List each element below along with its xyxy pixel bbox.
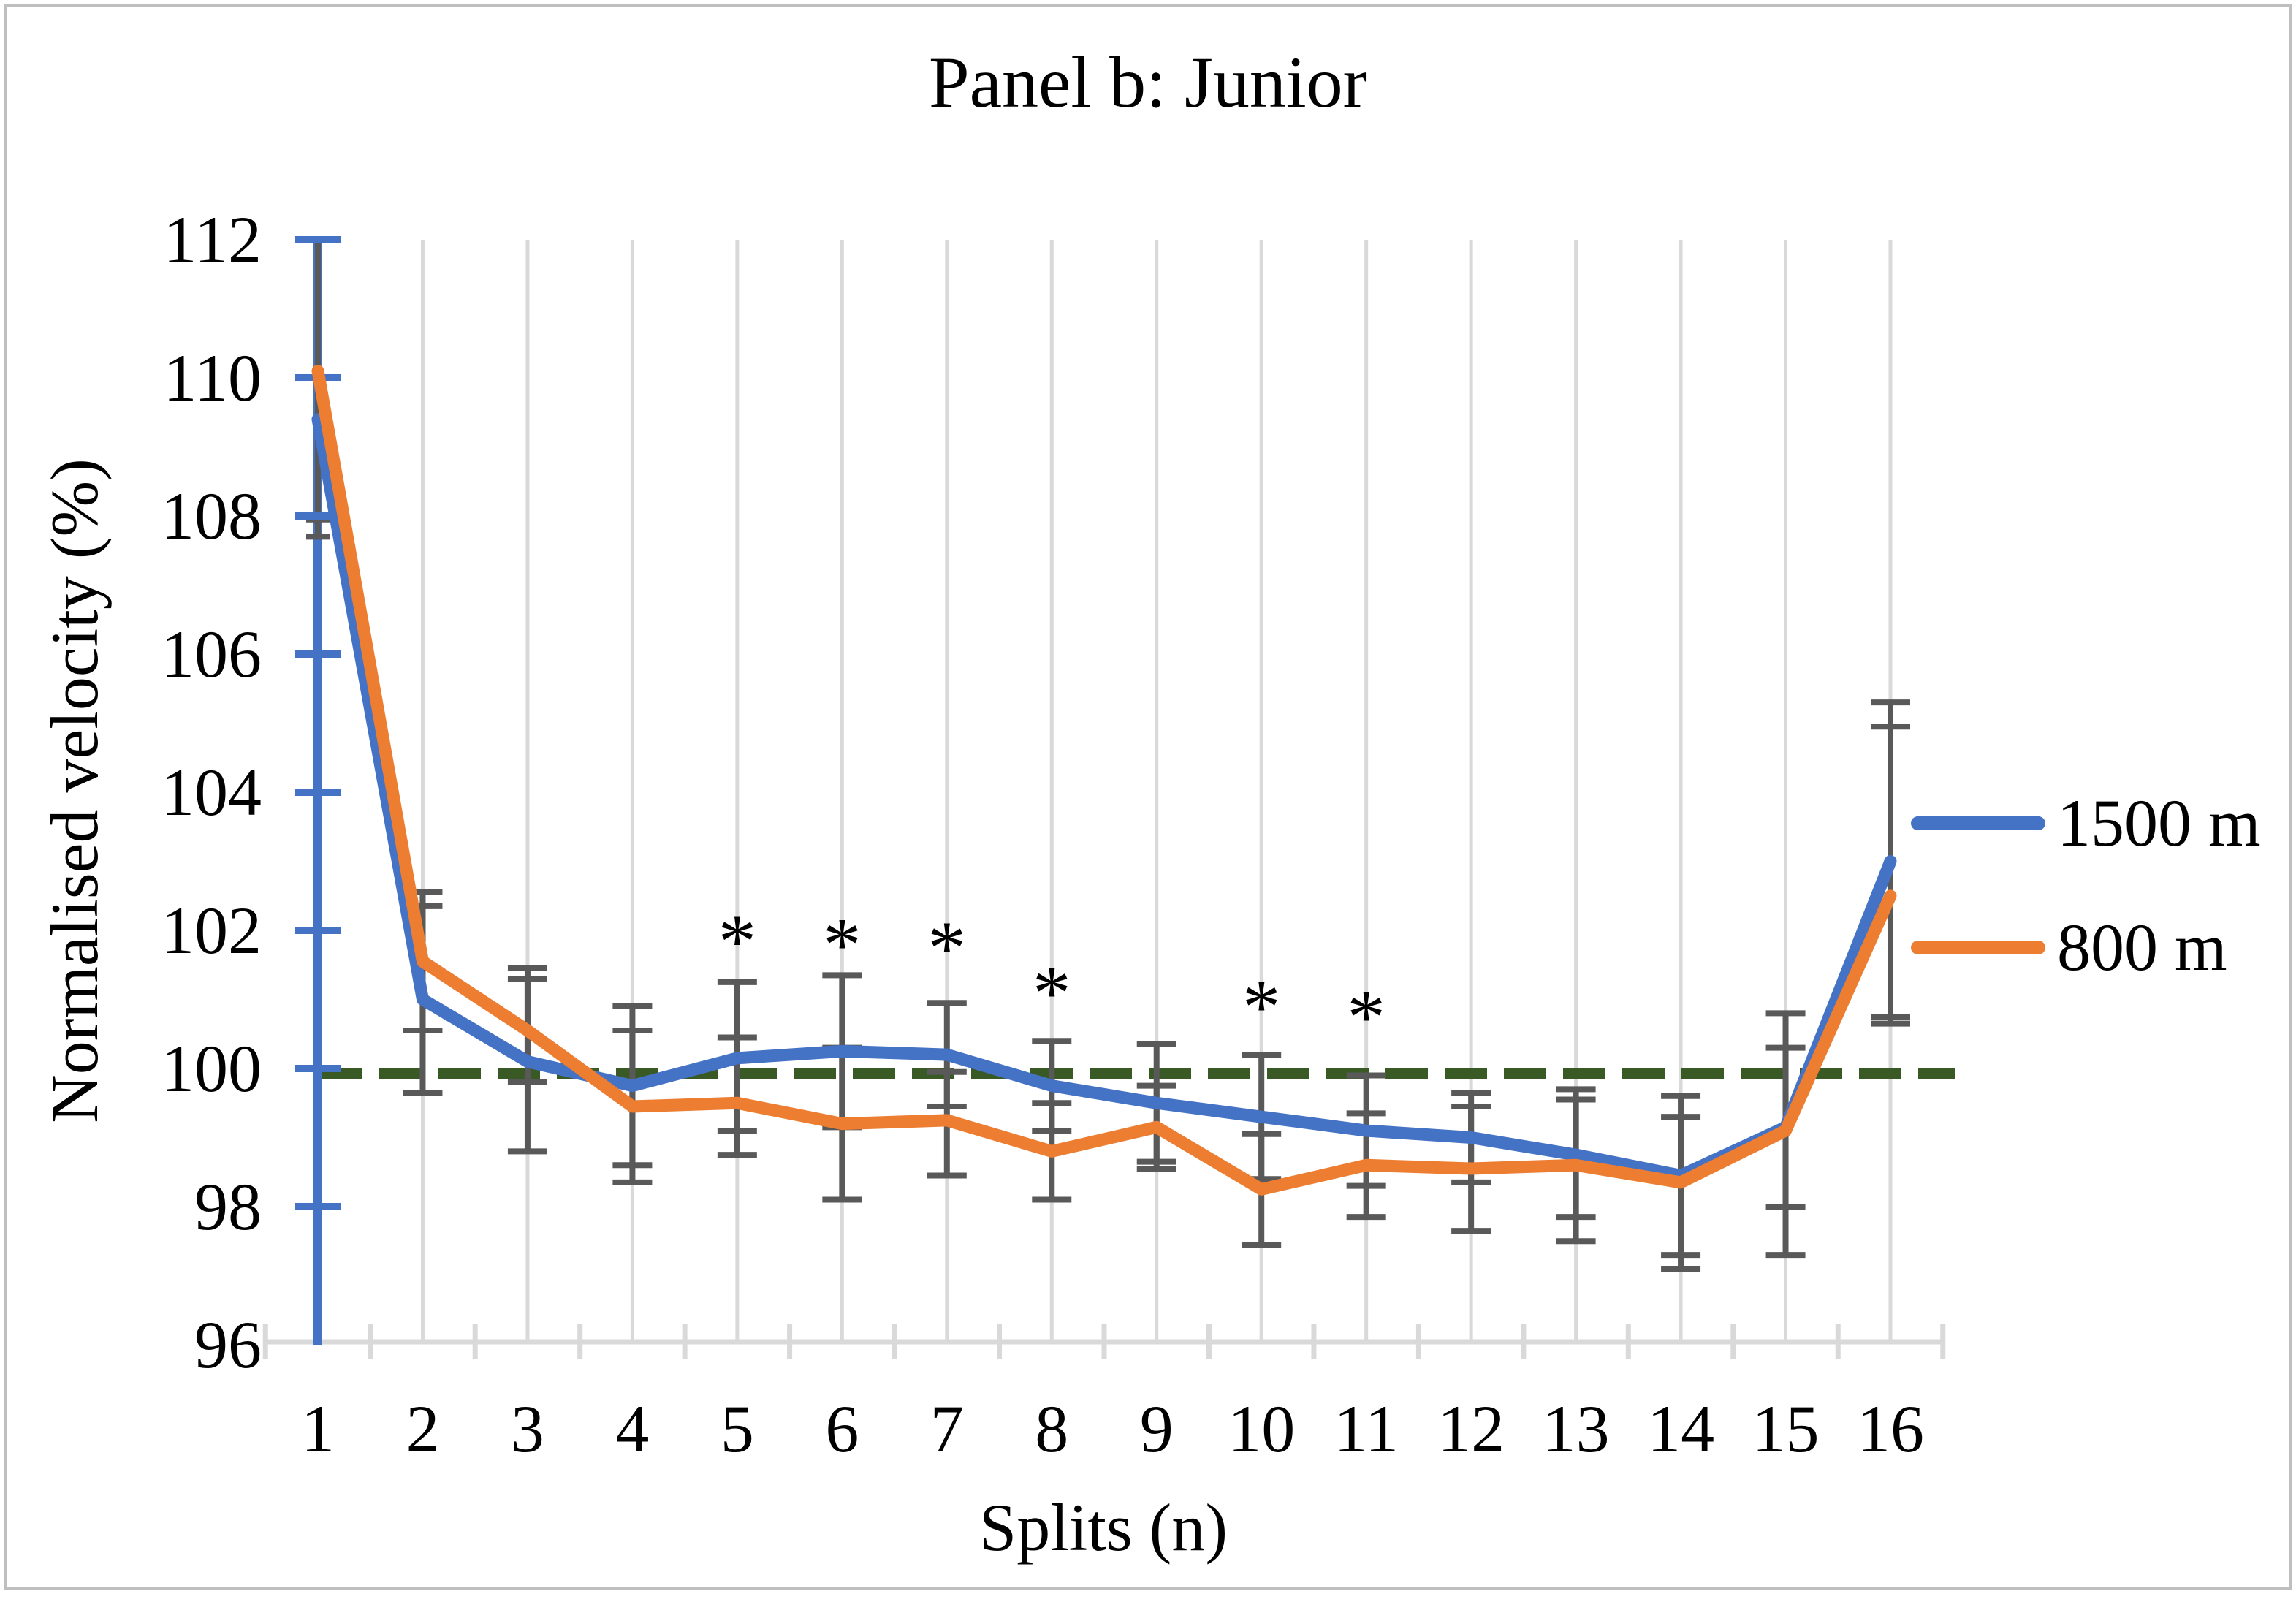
y-tick-label: 102 xyxy=(161,893,262,968)
significance-asterisk: * xyxy=(718,898,757,984)
x-tick-label: 2 xyxy=(406,1392,439,1466)
x-tick-label: 9 xyxy=(1140,1392,1174,1466)
x-tick-label: 10 xyxy=(1228,1392,1295,1466)
y-tick-label: 108 xyxy=(161,479,262,553)
significance-asterisk: * xyxy=(1347,974,1385,1060)
series-line-1500-m xyxy=(318,420,1890,1176)
line-swatch-icon xyxy=(1911,816,2045,830)
significance-asterisk: * xyxy=(1033,950,1071,1036)
x-tick-label: 11 xyxy=(1334,1392,1399,1466)
x-tick-label: 13 xyxy=(1543,1392,1610,1466)
x-tick-label: 7 xyxy=(930,1392,964,1466)
x-tick-label: 3 xyxy=(511,1392,544,1466)
x-axis-title: Splits (n) xyxy=(979,1489,1228,1566)
legend-label: 800 m xyxy=(2057,908,2227,986)
significance-asterisk: * xyxy=(928,906,967,991)
x-tick-label: 8 xyxy=(1035,1392,1068,1466)
y-tick-label: 96 xyxy=(194,1307,262,1382)
x-tick-label: 16 xyxy=(1857,1392,1924,1466)
x-tick-label: 6 xyxy=(825,1392,859,1466)
y-tick-label: 104 xyxy=(161,755,262,830)
error-bars-800-m xyxy=(306,240,1910,1269)
line-swatch-icon xyxy=(1911,941,2045,954)
y-tick-label: 110 xyxy=(163,341,262,415)
x-tick-label: 1 xyxy=(301,1392,335,1466)
figure-frame: Panel b: Junior Normalised velocity (%) … xyxy=(4,4,2292,1590)
y-tick-label: 100 xyxy=(161,1031,262,1106)
x-tick-label: 5 xyxy=(721,1392,754,1466)
x-tick-label: 12 xyxy=(1437,1392,1505,1466)
legend-item-1500m: 1500 m xyxy=(1911,789,2261,857)
significance-asterisk: * xyxy=(1242,964,1281,1049)
significance-asterisk: * xyxy=(823,902,862,987)
x-tick-label: 4 xyxy=(615,1392,649,1466)
legend-item-800m: 800 m xyxy=(1911,914,2227,981)
y-tick-label: 106 xyxy=(161,617,262,691)
x-tick-label: 14 xyxy=(1647,1392,1714,1466)
y-tick-label: 112 xyxy=(163,202,262,277)
legend-label: 1500 m xyxy=(2057,784,2261,862)
x-tick-label: 15 xyxy=(1752,1392,1820,1466)
y-tick-label: 98 xyxy=(194,1169,262,1244)
